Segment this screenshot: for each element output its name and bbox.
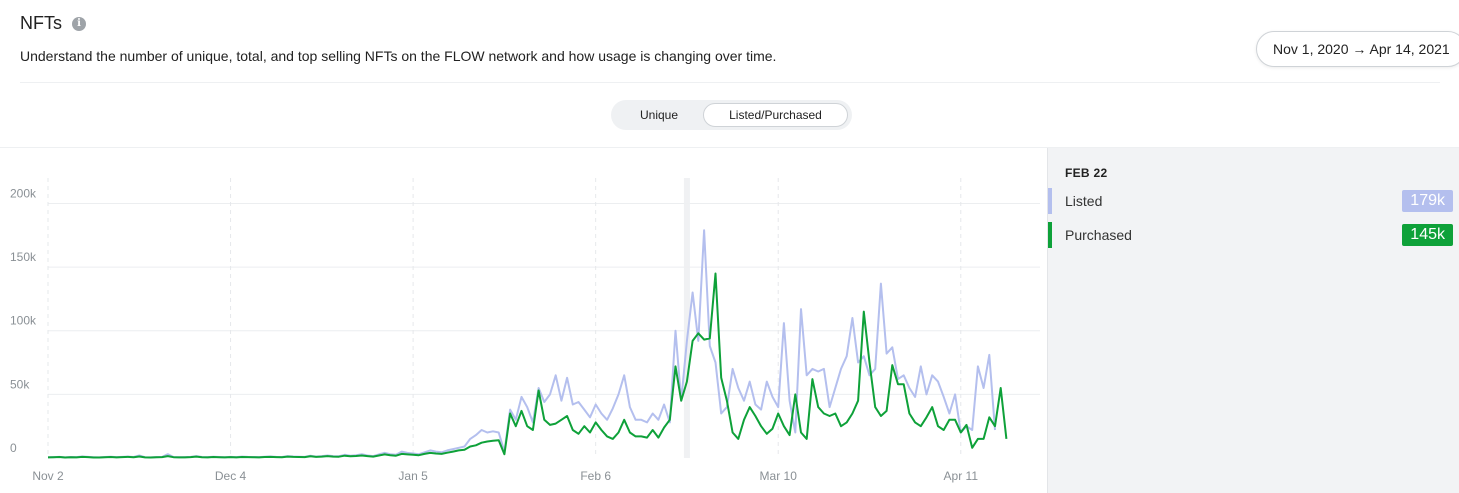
x-tick-label: Nov 2 xyxy=(32,469,64,483)
x-tick-label: Jan 5 xyxy=(398,469,428,483)
page-description: Understand the number of unique, total, … xyxy=(20,48,777,64)
listed-purchased-chart[interactable]: 0 50k 100k 150k 200k Nov 2 Dec 4 Jan 5 Feb 6 Mar… xyxy=(0,148,1046,493)
purchased-color-bar xyxy=(1048,222,1052,248)
y-tick-label: 100k xyxy=(10,314,37,328)
tooltip-date: FEB 22 xyxy=(1065,166,1108,180)
date-range-picker[interactable]: Nov 1, 2020 → Apr 14, 2021 xyxy=(1256,31,1459,67)
legend-label-listed: Listed xyxy=(1065,193,1103,209)
section-divider xyxy=(0,147,1459,148)
view-toggle: Unique Listed/Purchased xyxy=(611,100,852,130)
tab-unique[interactable]: Unique xyxy=(639,108,679,122)
tooltip-panel: FEB 22 Listed 179k Purchased 145k xyxy=(1047,148,1459,493)
info-icon[interactable]: i xyxy=(72,17,86,31)
header-divider xyxy=(20,82,1440,83)
legend-row-listed: Listed 179k xyxy=(1048,188,1459,214)
chart-grid xyxy=(47,178,1040,458)
y-tick-label: 200k xyxy=(10,186,37,200)
y-tick-label: 150k xyxy=(10,250,37,264)
listed-color-bar xyxy=(1048,188,1052,214)
legend-label-purchased: Purchased xyxy=(1065,227,1132,243)
x-tick-label: Feb 6 xyxy=(580,469,611,483)
page-title: NFTs xyxy=(20,13,62,33)
legend-value-listed: 179k xyxy=(1402,190,1453,212)
tab-listed-purchased[interactable]: Listed/Purchased xyxy=(703,103,848,127)
y-axis-labels: 0 50k 100k 150k 200k xyxy=(10,186,37,455)
x-tick-label: Mar 10 xyxy=(760,469,798,483)
highlight-band xyxy=(683,178,690,458)
legend-value-purchased: 145k xyxy=(1402,224,1453,246)
legend-row-purchased: Purchased 145k xyxy=(1048,222,1459,248)
series-listed-line xyxy=(47,229,996,459)
series-purchased-line xyxy=(47,272,1008,459)
y-tick-label: 50k xyxy=(10,377,30,391)
x-tick-label: Dec 4 xyxy=(215,469,247,483)
y-tick-label: 0 xyxy=(10,441,17,455)
x-tick-label: Apr 11 xyxy=(944,469,979,483)
x-axis-labels: Nov 2 Dec 4 Jan 5 Feb 6 Mar 10 Apr 11 xyxy=(32,469,978,483)
